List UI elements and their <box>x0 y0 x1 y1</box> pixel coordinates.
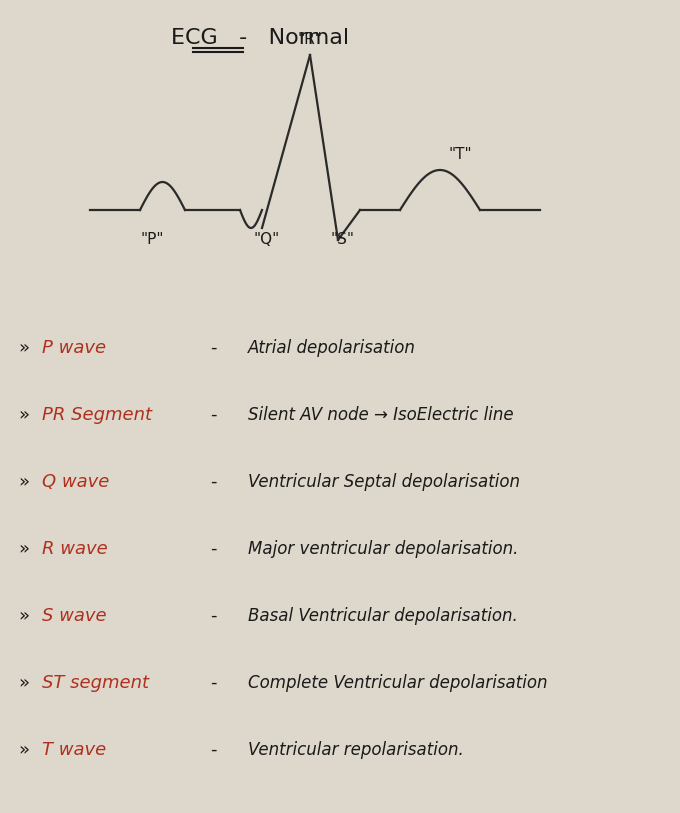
Text: Atrial depolarisation: Atrial depolarisation <box>248 339 416 357</box>
Text: S wave: S wave <box>42 607 107 625</box>
Text: P wave: P wave <box>42 339 106 357</box>
Text: Basal Ventricular depolarisation.: Basal Ventricular depolarisation. <box>248 607 517 625</box>
Text: "Q": "Q" <box>254 232 280 247</box>
Text: "T": "T" <box>448 147 472 162</box>
Text: ECG   -   Normal: ECG - Normal <box>171 28 349 48</box>
Text: »: » <box>18 406 29 424</box>
Text: Q wave: Q wave <box>42 473 109 491</box>
Text: "P": "P" <box>141 232 165 247</box>
Text: Silent AV node → IsoElectric line: Silent AV node → IsoElectric line <box>248 406 513 424</box>
Text: Complete Ventricular depolarisation: Complete Ventricular depolarisation <box>248 674 547 692</box>
Text: ST segment: ST segment <box>42 674 149 692</box>
Text: »: » <box>18 607 29 625</box>
Text: »: » <box>18 473 29 491</box>
Text: »: » <box>18 741 29 759</box>
Text: Ventricular Septal depolarisation: Ventricular Septal depolarisation <box>248 473 520 491</box>
Text: »: » <box>18 339 29 357</box>
Text: R wave: R wave <box>42 540 107 558</box>
Text: PR Segment: PR Segment <box>42 406 152 424</box>
Text: Major ventricular depolarisation.: Major ventricular depolarisation. <box>248 540 518 558</box>
Text: "R": "R" <box>298 32 322 47</box>
Text: Ventricular repolarisation.: Ventricular repolarisation. <box>248 741 464 759</box>
Text: -: - <box>210 473 216 491</box>
Text: »: » <box>18 674 29 692</box>
Text: -: - <box>210 339 216 357</box>
Text: -: - <box>210 406 216 424</box>
Text: »: » <box>18 540 29 558</box>
Text: -: - <box>210 607 216 625</box>
Text: "S": "S" <box>331 232 355 247</box>
Text: T wave: T wave <box>42 741 106 759</box>
Text: -: - <box>210 741 216 759</box>
Text: -: - <box>210 674 216 692</box>
Text: -: - <box>210 540 216 558</box>
